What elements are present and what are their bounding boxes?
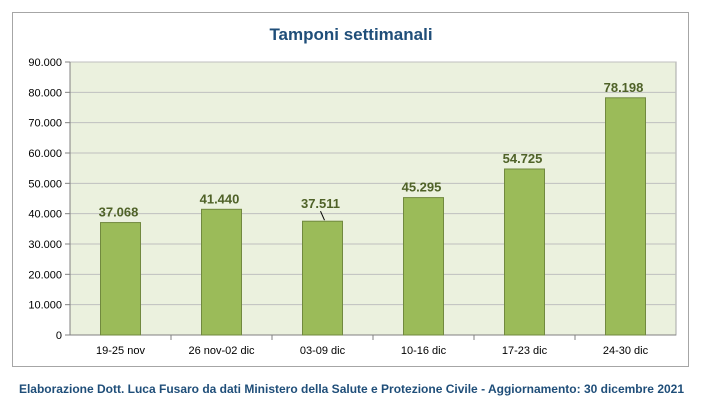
y-tick-label: 80.000: [28, 87, 62, 99]
x-tick-label: 19-25 nov: [96, 345, 145, 357]
y-tick-label: 10.000: [28, 300, 62, 312]
data-label: 78.198: [604, 80, 644, 95]
x-tick-label: 10-16 dic: [401, 345, 447, 357]
bar: [302, 220, 343, 336]
data-label: 37.068: [99, 205, 139, 220]
y-tick-label: 30.000: [28, 239, 62, 251]
bar: [201, 208, 242, 336]
y-tick-label: 90.000: [28, 57, 62, 69]
x-tick-label: 24-30 dic: [603, 345, 649, 357]
y-tick-label: 70.000: [28, 118, 62, 130]
data-label-leader: [320, 211, 325, 221]
y-tick-label: 20.000: [28, 269, 62, 281]
x-tick-label: 03-09 dic: [300, 345, 346, 357]
source-note: Elaborazione Dott. Luca Fusaro da dati M…: [18, 382, 685, 396]
plot-area: [69, 61, 677, 336]
data-label: 54.725: [503, 151, 543, 166]
bar: [605, 97, 646, 336]
y-tick-label: 60.000: [28, 148, 62, 160]
data-label: 45.295: [402, 180, 442, 195]
bar-chart: Tamponi settimanali 0 10.000 20.000 30.000 4…: [28, 25, 677, 357]
chart-title: Tamponi settimanali: [269, 25, 432, 44]
bar: [403, 197, 444, 336]
y-tick-label: 50.000: [28, 178, 62, 190]
y-tick-label: 0: [56, 330, 62, 342]
y-tick-label: 40.000: [28, 209, 62, 221]
x-tick-label: 26 nov-02 dic: [188, 345, 255, 357]
x-tick-label: 17-23 dic: [502, 345, 548, 357]
bar: [100, 222, 141, 336]
chart-container: Tamponi settimanali 0 10.000 20.000 30.000 4…: [12, 12, 689, 367]
bar: [504, 168, 545, 336]
data-label: 37.511: [301, 196, 340, 211]
data-label: 41.440: [200, 191, 240, 206]
